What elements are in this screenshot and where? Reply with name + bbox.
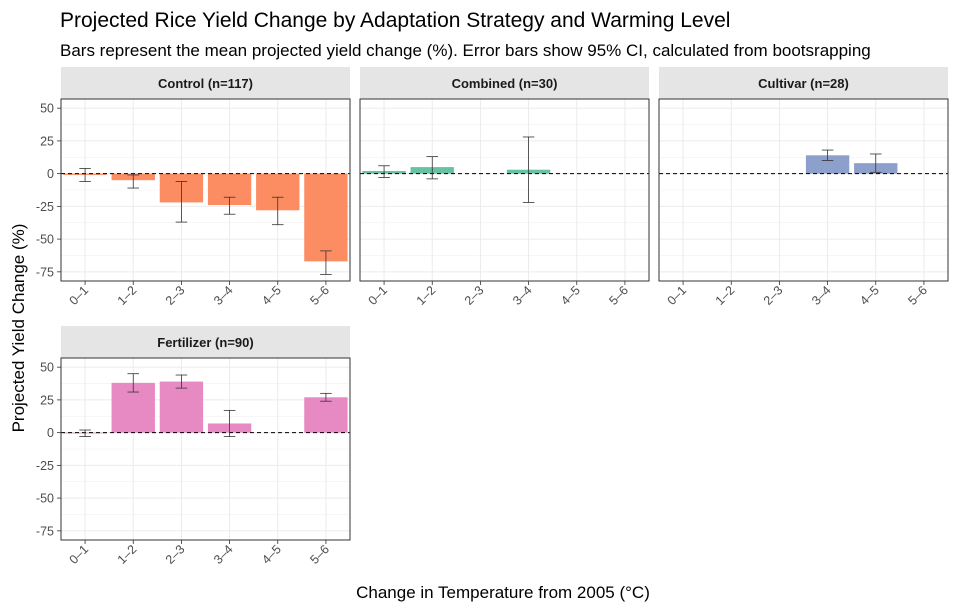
y-tick-label: -25: [36, 459, 54, 473]
y-tick-label: -75: [36, 524, 54, 538]
x-tick-label: 1–2: [414, 283, 439, 308]
facet-strip: [61, 67, 350, 99]
facet-panel-2: Cultivar (n=28) 0–1 1–2 2–3 3–4 4–5 5–6: [658, 67, 949, 308]
y-axis-title: Projected Yield Change (%): [9, 224, 28, 433]
y-tick-label: -75: [36, 265, 54, 279]
chart-subtitle: Bars represent the mean projected yield …: [60, 41, 871, 60]
y-tick-label: -50: [36, 233, 54, 247]
y-tick-label: 25: [40, 134, 54, 148]
bar: [805, 155, 850, 174]
facet-strip: [360, 67, 649, 99]
facet-strip: [61, 326, 350, 358]
x-tick-label: 1–2: [713, 283, 738, 308]
plot-panel-border: [60, 98, 351, 282]
chart-title: Projected Rice Yield Change by Adaptatio…: [60, 9, 730, 32]
y-tick-label: -25: [36, 200, 54, 214]
x-tick-label: 5–6: [606, 283, 631, 308]
x-tick-label: 4–5: [259, 283, 284, 308]
facet-strip-label: Combined (n=30): [452, 76, 558, 91]
facet-strip-label: Control (n=117): [158, 76, 253, 91]
bar: [159, 381, 204, 433]
facet-panels: Control (n=117) -75 -50 -25 0 25 50 0–1 1–2 2–3 3–…: [36, 67, 949, 567]
y-tick-label: 50: [40, 102, 54, 116]
facet-strip-label: Cultivar (n=28): [758, 76, 849, 91]
x-tick-label: 5–6: [307, 283, 332, 308]
x-tick-label: 3–4: [510, 283, 535, 308]
y-tick-label: 25: [40, 393, 54, 407]
x-axis-title: Change in Temperature from 2005 (°C): [356, 583, 650, 602]
x-tick-label: 5–6: [905, 283, 930, 308]
x-tick-label: 1–2: [115, 283, 140, 308]
plot-panel-border: [60, 357, 351, 541]
y-tick-label: -50: [36, 492, 54, 506]
x-tick-label: 5–6: [307, 542, 332, 567]
facet-panel-3: Fertilizer (n=90) -75 -50 -25 0 25 50 0–1 1–2 2–3…: [36, 326, 351, 567]
x-tick-label: 0–1: [366, 283, 391, 308]
plot-panel-border: [359, 98, 650, 282]
x-tick-label: 4–5: [558, 283, 583, 308]
x-tick-label: 0–1: [67, 542, 92, 567]
y-tick-label: 0: [47, 426, 54, 440]
x-tick-label: 4–5: [857, 283, 882, 308]
x-tick-label: 2–3: [462, 283, 487, 308]
x-tick-label: 2–3: [163, 283, 188, 308]
x-tick-label: 3–4: [211, 542, 236, 567]
bar: [304, 397, 348, 433]
x-tick-label: 0–1: [665, 283, 690, 308]
x-tick-label: 2–3: [761, 283, 786, 308]
x-tick-label: 0–1: [67, 283, 92, 308]
x-tick-label: 2–3: [163, 542, 188, 567]
y-tick-label: 50: [40, 361, 54, 375]
x-tick-label: 4–5: [259, 542, 284, 567]
plot-panel-border: [658, 98, 949, 282]
facet-panel-0: Control (n=117) -75 -50 -25 0 25 50 0–1 1–2 2–3 3–…: [36, 67, 351, 308]
x-tick-label: 3–4: [211, 283, 236, 308]
x-tick-label: 1–2: [115, 542, 140, 567]
x-tick-label: 3–4: [809, 283, 834, 308]
facet-panel-1: Combined (n=30) 0–1 1–2 2–3 3–4 4–5 5–6: [359, 67, 650, 308]
bar: [304, 173, 348, 262]
facet-strip-label: Fertilizer (n=90): [157, 335, 253, 350]
y-tick-label: 0: [47, 167, 54, 181]
facet-strip: [659, 67, 948, 99]
